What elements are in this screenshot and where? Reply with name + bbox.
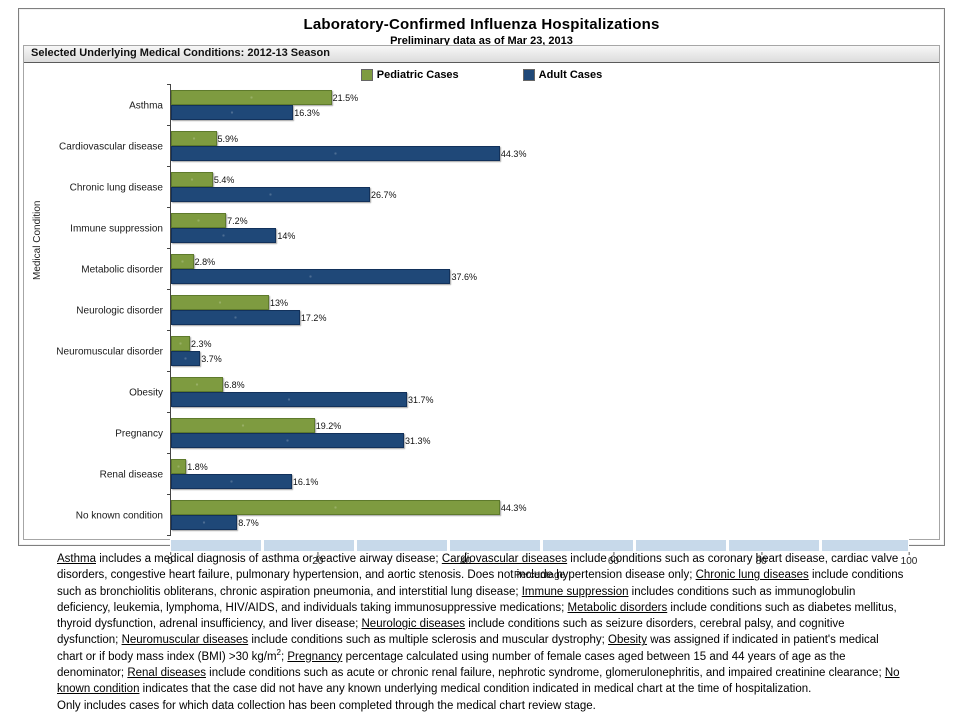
category-label: Neurologic disorder xyxy=(76,305,163,316)
value-label: 19.2% xyxy=(315,420,342,431)
legend-label: Adult Cases xyxy=(538,69,603,81)
bar-group: Chronic lung disease 5.4% 26.7% xyxy=(70,166,909,208)
x-tick-label: 20 xyxy=(312,552,324,567)
bar-pediatric: 44.3% xyxy=(171,500,526,515)
x-axis-label: Percentage xyxy=(513,570,566,581)
value-label: 14% xyxy=(277,230,296,241)
chart-panel: Selected Underlying Medical Conditions: … xyxy=(23,45,940,581)
y-axis-label: Medical Condition xyxy=(32,200,43,281)
bar-adult: 16.3% xyxy=(171,105,320,120)
legend-swatch-icon xyxy=(522,69,535,81)
value-label: 2.8% xyxy=(194,256,216,267)
page-subtitle: Preliminary data as of Mar 23, 2013 xyxy=(390,35,573,47)
category-label: Asthma xyxy=(129,100,163,111)
value-label: 3.7% xyxy=(201,353,222,364)
value-label: 13% xyxy=(269,297,288,308)
x-axis-ticks: 0 20 40 60 80 100 xyxy=(167,552,917,569)
bar-pediatric: 7.2% xyxy=(171,213,248,228)
chart-scrollbar[interactable] xyxy=(170,539,909,552)
x-tick-label: 80 xyxy=(755,552,767,567)
bar-group: No known condition 44.3% 8.7% xyxy=(76,494,909,536)
bar-pediatric: 2.3% xyxy=(171,336,211,351)
bar-adult: 44.3% xyxy=(171,146,526,161)
value-label: 8.7% xyxy=(238,517,259,528)
bar-adult: 37.6% xyxy=(171,269,477,284)
legend-swatch-icon xyxy=(360,69,373,81)
bar-group: Cardiovascular disease 5.9% 44.3% xyxy=(59,125,909,167)
bar-adult: 3.7% xyxy=(171,351,222,366)
category-label: Immune suppression xyxy=(70,223,163,234)
value-label: 2.3% xyxy=(190,338,212,349)
plot-area: Asthma 21.5% 16.3% Cardiovascular disease 5.… xyxy=(56,84,909,536)
bar-pediatric: 2.8% xyxy=(171,254,215,269)
bar-adult: 31.3% xyxy=(171,433,431,448)
value-label: 31.7% xyxy=(407,394,434,405)
bar-pediatric: 1.8% xyxy=(171,459,208,474)
bar-pediatric: 5.9% xyxy=(171,131,238,146)
bar-pediatric: 6.8% xyxy=(171,377,245,392)
bar-group: Metabolic disorder 2.8% 37.6% xyxy=(81,248,909,290)
bar-adult: 16.1% xyxy=(171,474,318,489)
legend-label: Pediatric Cases xyxy=(376,69,459,81)
x-tick-label: 0 xyxy=(167,552,173,567)
category-label: Chronic lung disease xyxy=(69,182,163,193)
value-label: 6.8% xyxy=(224,379,245,390)
value-label: 31.3% xyxy=(404,435,431,446)
footnote-note: Only includes cases for which data colle… xyxy=(57,699,596,712)
value-label: 26.7% xyxy=(371,189,397,200)
bar-adult: 14% xyxy=(171,228,295,243)
value-label: 44.3% xyxy=(500,148,527,159)
bar-pediatric: 5.4% xyxy=(171,172,234,187)
category-label: No known condition xyxy=(75,510,163,521)
value-label: 1.8% xyxy=(187,461,208,472)
value-label: 37.6% xyxy=(451,271,478,282)
bar-pediatric: 21.5% xyxy=(171,90,358,105)
footnote: Asthma includes a medical diagnosis of a… xyxy=(57,551,906,714)
category-label: Neuromuscular disorder xyxy=(56,346,163,357)
bar-group: Neurologic disorder 13% 17.2% xyxy=(76,289,909,331)
category-label: Pregnancy xyxy=(115,428,163,439)
chart-frame: Laboratory-Confirmed Influenza Hospitali… xyxy=(18,8,945,581)
x-tick-label: 60 xyxy=(607,552,619,567)
value-label: 17.2% xyxy=(300,312,327,323)
category-label: Obesity xyxy=(129,387,163,398)
category-label: Cardiovascular disease xyxy=(59,141,163,152)
bar-adult: 17.2% xyxy=(171,310,326,325)
bar-adult: 8.7% xyxy=(171,515,259,530)
value-label: 21.5% xyxy=(332,92,359,103)
value-label: 44.3% xyxy=(500,502,527,513)
bar-group: Asthma 21.5% 16.3% xyxy=(129,84,909,126)
value-label: 7.2% xyxy=(227,215,248,226)
bar-pediatric: 13% xyxy=(171,295,288,310)
chart-legend: Pediatric Cases Adult Cases xyxy=(24,69,939,81)
category-label: Renal disease xyxy=(99,469,163,480)
value-label: 16.1% xyxy=(292,476,319,487)
bar-group: Obesity 6.8% 31.7% xyxy=(129,371,909,413)
bar-group: Neuromuscular disorder 2.3% 3.7% xyxy=(56,330,909,372)
x-tick-label: 40 xyxy=(460,552,472,567)
bar-group: Renal disease 1.8% 16.1% xyxy=(100,453,909,495)
value-label: 16.3% xyxy=(294,107,320,118)
footnote-definitions: Asthma includes a medical diagnosis of a… xyxy=(57,553,904,696)
legend-item-adult: Adult Cases xyxy=(522,69,603,81)
panel-header: Selected Underlying Medical Conditions: … xyxy=(24,46,939,63)
bar-pediatric: 19.2% xyxy=(171,418,341,433)
page-title: Laboratory-Confirmed Influenza Hospitali… xyxy=(303,16,660,33)
value-label: 5.9% xyxy=(217,133,239,144)
x-tick-label: 100 xyxy=(900,552,918,567)
legend-item-pediatric: Pediatric Cases xyxy=(360,69,459,81)
bar-group: Pregnancy 19.2% 31.3% xyxy=(115,412,909,454)
value-label: 5.4% xyxy=(213,174,235,185)
bar-group: Immune suppression 7.2% 14% xyxy=(70,207,909,249)
category-label: Metabolic disorder xyxy=(81,264,163,275)
bar-adult: 31.7% xyxy=(171,392,433,407)
bar-adult: 26.7% xyxy=(171,187,397,202)
chart-area: Medical Condition Asthma 21.5% 16.3% Cardio… xyxy=(24,84,939,581)
